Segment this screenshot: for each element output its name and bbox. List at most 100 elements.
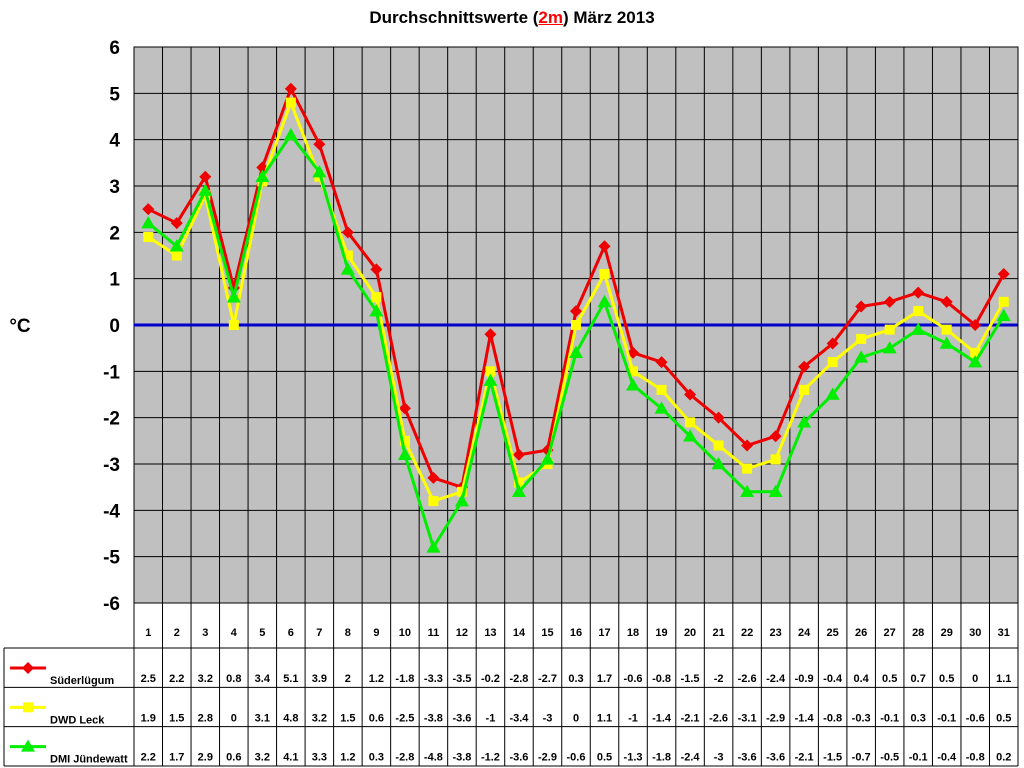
data-point — [141, 216, 156, 229]
data-point — [742, 463, 753, 474]
data-label: -0.5 — [880, 752, 899, 764]
data-label: 0.7 — [911, 673, 926, 685]
x-tick-label: 4 — [231, 627, 238, 639]
data-label: -2.8 — [509, 673, 528, 685]
data-point — [512, 448, 525, 461]
data-table: 1 2 3 4 5 6 7 8 9 10 11 12 13 14 15 16 17 18 19 20 21 22 23 24 2… — [3, 603, 1019, 767]
legend-row-0: Süderlügum 2.5 2.2 3.2 0.8 3.4 5.1 3.9 2 1.2 -1.8-… — [10, 662, 1011, 687]
data-point — [941, 324, 952, 335]
x-tick-label: 12 — [456, 627, 468, 639]
data-point — [569, 345, 583, 359]
chart-title-highlight: 2m — [538, 8, 563, 27]
data-point — [399, 435, 410, 446]
data-label: 1.2 — [340, 752, 355, 764]
y-tick-label: 4 — [109, 131, 120, 152]
data-point — [427, 471, 440, 484]
x-tick-label: 3 — [202, 627, 208, 639]
data-label: -0.3 — [852, 712, 871, 724]
data-label: 2.2 — [169, 673, 184, 685]
data-point — [626, 378, 641, 391]
legend-row-2: DMI Jündewatt 2.2 1.7 2.9 0.6 3.2 4.1 3.3 1.2 0.3… — [10, 739, 1011, 766]
y-tick-label: 0 — [109, 316, 120, 337]
x-tick-label: 25 — [827, 627, 839, 639]
x-tick-label: 21 — [712, 627, 724, 639]
data-label: -3.8 — [452, 752, 471, 764]
x-tick-label: 14 — [513, 627, 526, 639]
data-label: 0.4 — [854, 673, 870, 685]
legend-key-marker — [23, 702, 33, 713]
data-label: -2 — [714, 673, 724, 685]
x-tick-label: 18 — [627, 627, 639, 639]
data-point — [939, 336, 954, 349]
data-point — [571, 320, 581, 330]
data-point — [826, 337, 839, 350]
data-label: 2 — [345, 673, 351, 685]
x-tick-label: 22 — [741, 627, 753, 639]
data-point — [769, 430, 782, 443]
data-label: 2.2 — [141, 752, 156, 764]
data-label: -3 — [714, 752, 724, 764]
data-label: -0.8 — [823, 712, 842, 724]
data-point — [684, 388, 697, 401]
y-tick-label: -3 — [103, 455, 120, 476]
data-label: 0.5 — [939, 673, 954, 685]
data-point — [255, 169, 270, 182]
data-point — [426, 540, 441, 553]
data-label: -2.4 — [681, 752, 701, 764]
y-tick-label: -2 — [103, 409, 120, 430]
data-point — [911, 322, 926, 335]
data-label: 0.3 — [568, 673, 583, 685]
data-label: 0.2 — [996, 752, 1011, 764]
data-label: -1.5 — [681, 673, 700, 685]
data-point — [513, 477, 524, 488]
legend-label: DWD Leck — [50, 714, 105, 726]
data-point — [143, 231, 154, 242]
data-label: -1 — [628, 712, 638, 724]
data-label: 1.1 — [597, 712, 612, 724]
data-label: -2.1 — [681, 712, 700, 724]
x-tick-label: 24 — [798, 627, 811, 639]
data-point — [283, 128, 298, 141]
x-tick-label: 1 — [145, 627, 151, 639]
data-label: -0.6 — [567, 752, 586, 764]
data-label: -3.6 — [738, 752, 757, 764]
data-point — [740, 484, 755, 498]
data-point — [313, 138, 326, 151]
x-tick-label: 7 — [316, 627, 322, 639]
data-label: 2.8 — [198, 712, 213, 724]
data-point — [997, 268, 1010, 281]
data-point — [198, 183, 213, 196]
data-label: -1.8 — [652, 752, 671, 764]
data-point — [485, 366, 496, 377]
data-label: -2.6 — [738, 673, 757, 685]
legend-key-marker — [21, 739, 35, 752]
data-point — [713, 440, 724, 451]
data-label: -0.1 — [937, 712, 956, 724]
data-point — [656, 384, 667, 395]
data-point — [970, 347, 981, 358]
chart-title-after: ) März 2013 — [563, 8, 655, 27]
data-point — [912, 286, 925, 299]
data-label: 1.5 — [340, 712, 355, 724]
data-point — [484, 328, 497, 341]
data-point — [797, 415, 812, 428]
data-point — [511, 484, 526, 498]
data-point — [799, 384, 810, 395]
x-tick-label: 19 — [655, 627, 667, 639]
data-point — [968, 355, 983, 368]
y-tick-label: -6 — [103, 594, 120, 615]
data-point — [312, 165, 327, 178]
data-label: -3.1 — [738, 712, 757, 724]
x-tick-label: 13 — [484, 627, 496, 639]
data-label: -2.8 — [395, 752, 414, 764]
data-point — [340, 262, 355, 275]
data-point — [228, 320, 239, 330]
data-label: 4.1 — [283, 752, 298, 764]
data-point — [655, 356, 668, 369]
y-tick-label: 3 — [109, 177, 120, 198]
data-point — [171, 250, 182, 261]
data-label: 1.2 — [369, 673, 384, 685]
data-label: 1.7 — [169, 752, 184, 764]
data-point — [370, 263, 383, 276]
